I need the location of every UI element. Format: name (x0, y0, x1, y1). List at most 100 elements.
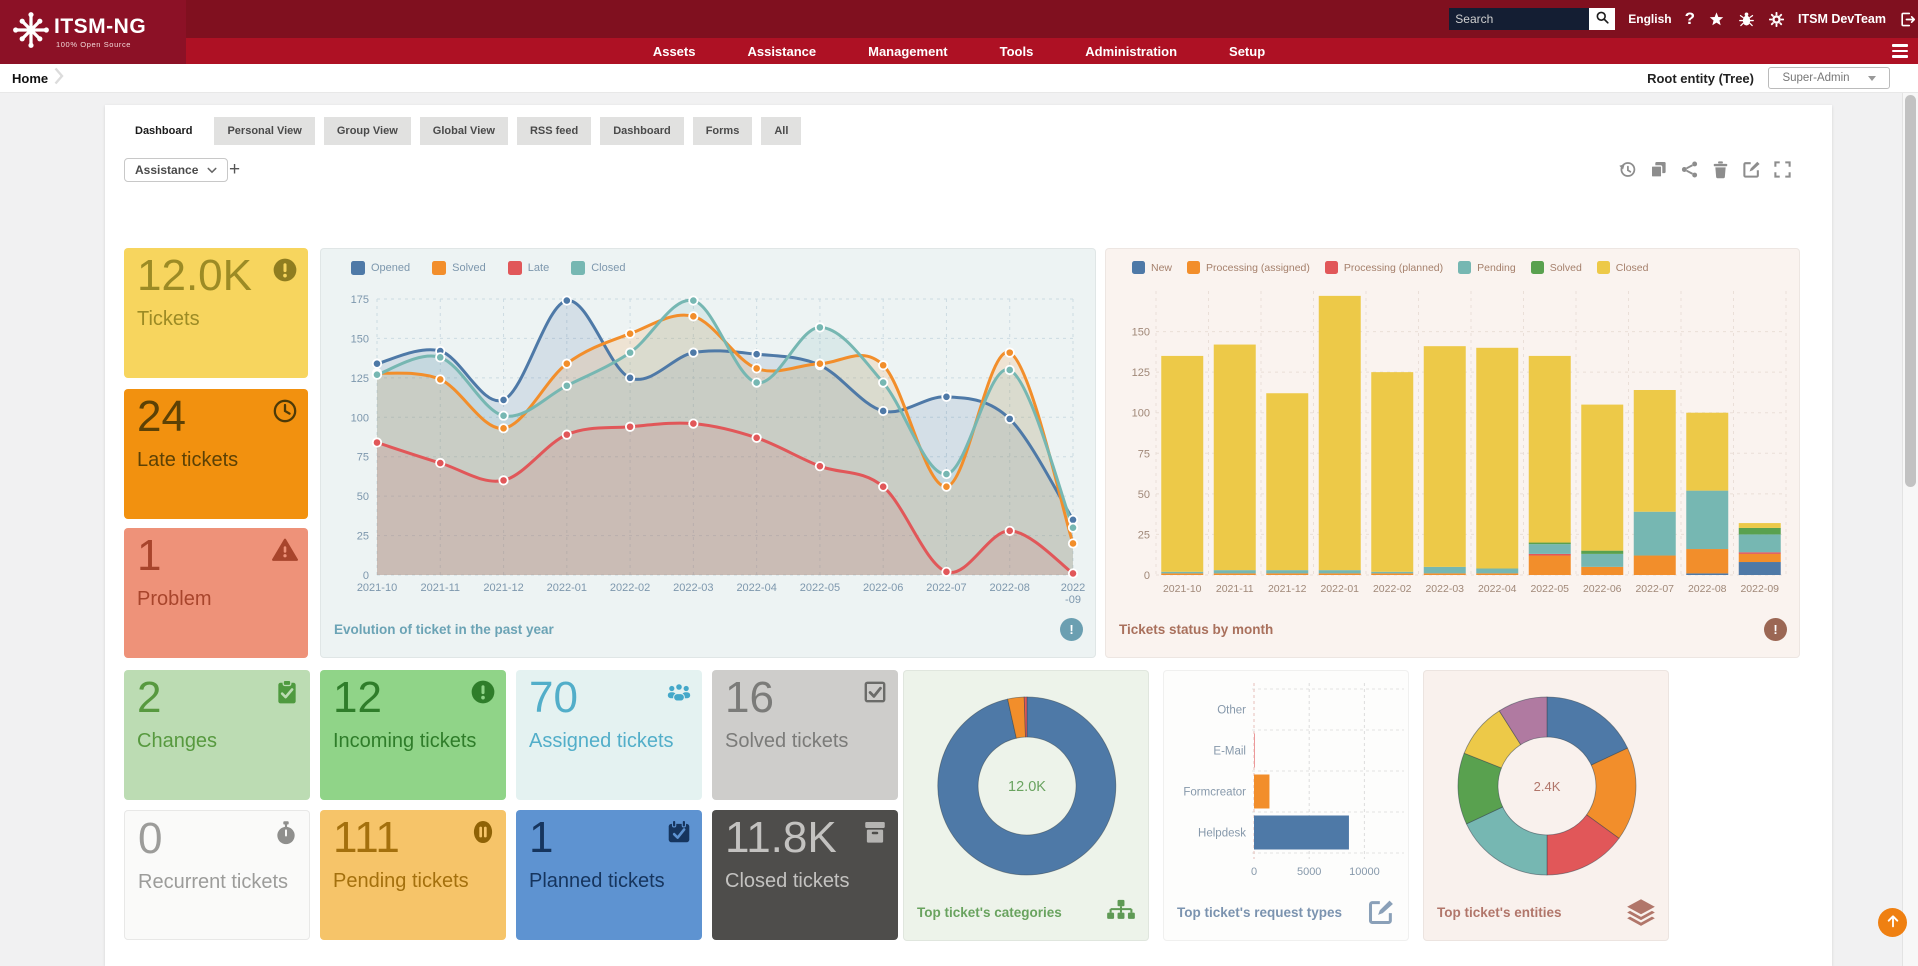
card-pending-tickets[interactable]: 111 Pending tickets (320, 810, 506, 940)
card-value: 1 (137, 531, 162, 580)
legend-item[interactable]: Pending (1458, 261, 1516, 274)
tab-dashboard[interactable]: Dashboard (122, 117, 206, 145)
user-menu[interactable]: ITSM DevTeam (1798, 12, 1886, 26)
svg-text:2021-12: 2021-12 (483, 582, 523, 594)
edit-icon[interactable] (1366, 898, 1396, 926)
clone-icon[interactable] (1649, 160, 1668, 179)
svg-text:100: 100 (351, 412, 369, 424)
hamburger-menu-icon[interactable] (1892, 44, 1908, 58)
card-assigned-tickets[interactable]: 70 Assigned tickets (516, 670, 702, 800)
svg-text:Other: Other (1217, 705, 1246, 717)
svg-text:125: 125 (351, 373, 369, 385)
svg-text:2022-05: 2022-05 (1530, 583, 1569, 595)
nav-item-assistance[interactable]: Assistance (747, 43, 817, 59)
svg-text:2022-01: 2022-01 (1320, 583, 1359, 595)
bug-report-icon[interactable] (1738, 11, 1755, 28)
edit-icon[interactable] (1742, 160, 1761, 179)
warning-triangle-icon (272, 537, 298, 563)
legend-item[interactable]: Opened (351, 261, 410, 275)
card-problem[interactable]: 1 Problem (124, 528, 308, 658)
page-scrollbar[interactable] (1902, 92, 1918, 966)
card-tickets[interactable]: 12.0K Tickets (124, 248, 308, 378)
card-solved-tickets[interactable]: 16 Solved tickets (712, 670, 898, 800)
tab-personal-view[interactable]: Personal View (214, 117, 315, 145)
svg-text:2022-01: 2022-01 (547, 582, 587, 594)
status-bar-chart[interactable]: 0 25 50 75 100 125 150 2021-10 2021-11 2021-12 202… (1106, 285, 1801, 617)
legend-item[interactable]: Late (507, 261, 549, 275)
settings-gear-icon[interactable] (1768, 11, 1785, 28)
legend-swatch (507, 261, 522, 275)
legend-item[interactable]: New (1132, 261, 1172, 274)
legend-swatch (1324, 261, 1338, 274)
svg-text:2022-04: 2022-04 (736, 582, 776, 594)
search-input[interactable] (1449, 8, 1590, 30)
card-changes[interactable]: 2 Changes (124, 670, 310, 800)
svg-text:5000: 5000 (1297, 866, 1321, 878)
app-logo[interactable]: ITSM-NG 100% Open Source (0, 0, 186, 64)
tab-group-view[interactable]: Group View (323, 117, 411, 145)
svg-text:2.4K: 2.4K (1534, 779, 1561, 794)
nav-item-management[interactable]: Management (868, 43, 948, 59)
dashboard-selector-value: Assistance (135, 163, 199, 177)
profile-select[interactable]: Super-Admin (1768, 67, 1890, 89)
history-icon[interactable] (1618, 160, 1637, 179)
legend-item[interactable]: Solved (1530, 261, 1582, 274)
share-icon[interactable] (1680, 160, 1699, 179)
nav-item-administration[interactable]: Administration (1085, 43, 1178, 59)
logout-icon[interactable] (1899, 11, 1916, 28)
add-dashboard-button[interactable]: + (229, 159, 241, 180)
info-icon[interactable]: ! (1060, 617, 1083, 641)
language-selector[interactable]: English (1628, 12, 1672, 26)
legend-label: Opened (371, 262, 411, 274)
entities-donut-chart[interactable]: 2.4K (1424, 673, 1670, 901)
tab-rss-feed[interactable]: RSS feed (516, 117, 592, 145)
svg-text:2022-08: 2022-08 (990, 582, 1030, 594)
search-button[interactable] (1589, 8, 1616, 30)
dashboard-selector[interactable]: Assistance (124, 158, 229, 182)
card-recurrent-tickets[interactable]: 0 Recurrent tickets (124, 810, 310, 940)
info-icon[interactable]: ! (1764, 617, 1787, 641)
svg-text:2021-11: 2021-11 (420, 582, 460, 594)
card-planned-tickets[interactable]: 1 Planned tickets (516, 810, 702, 940)
svg-text:0: 0 (1251, 866, 1257, 878)
entity-bar: Root entity (Tree) Super-Admin (1647, 67, 1890, 89)
layers-icon[interactable] (1626, 898, 1656, 926)
help-icon[interactable]: ? (1684, 9, 1695, 28)
categories-donut-chart[interactable]: 12.0K (904, 673, 1150, 901)
svg-text:2022-09: 2022-09 (1061, 582, 1085, 606)
main-nav: Assets Assistance Management Tools Administr… (0, 38, 1918, 64)
legend-item[interactable]: Closed (1596, 261, 1649, 274)
card-value: 16 (725, 673, 774, 722)
nav-item-setup[interactable]: Setup (1229, 43, 1266, 59)
evolution-line-chart[interactable]: 0 25 50 75 100 125 150 175 2021-10 2021-11 2021-12… (321, 285, 1097, 617)
scrollbar-thumb[interactable] (1905, 95, 1916, 487)
svg-text:2021-10: 2021-10 (1163, 583, 1202, 595)
tab-dashboard[interactable]: Dashboard (600, 117, 684, 145)
nav-item-tools[interactable]: Tools (999, 43, 1034, 59)
delete-icon[interactable] (1711, 160, 1730, 179)
breadcrumb-home[interactable]: Home (12, 70, 49, 86)
legend-item[interactable]: Processing (assigned) (1187, 261, 1310, 274)
fullscreen-icon[interactable] (1773, 160, 1792, 179)
header-actions: English ? ITSM DevTeam (1449, 0, 1916, 38)
tab-all[interactable]: All (761, 117, 802, 145)
card-late-tickets[interactable]: 24 Late tickets (124, 389, 308, 519)
legend-label: Closed (1615, 261, 1649, 274)
tab-forms[interactable]: Forms (692, 117, 753, 145)
widget-title: Evolution of ticket in the past year (334, 621, 554, 637)
legend-item[interactable]: Processing (planned) (1324, 261, 1443, 274)
scroll-to-top-button[interactable] (1878, 908, 1907, 937)
card-closed-tickets[interactable]: 11.8K Closed tickets (712, 810, 898, 940)
global-search (1449, 8, 1616, 30)
bookmark-star-icon[interactable] (1708, 11, 1725, 28)
nav-item-assets[interactable]: Assets (652, 43, 696, 59)
card-incoming-tickets[interactable]: 12 Incoming tickets (320, 670, 506, 800)
sitemap-icon[interactable] (1106, 898, 1136, 926)
card-label: Tickets (137, 308, 200, 330)
widget-entities: Top ticket's entities 2.4K (1423, 670, 1669, 941)
tab-global-view[interactable]: Global View (419, 117, 508, 145)
legend-item[interactable]: Solved (432, 261, 486, 275)
legend-item[interactable]: Closed (571, 261, 625, 275)
exclamation-circle-icon (272, 257, 298, 283)
request-types-bar-chart[interactable]: 0 5000 10000 Other E-Mail Formcreator Helpdesk (1164, 673, 1410, 901)
